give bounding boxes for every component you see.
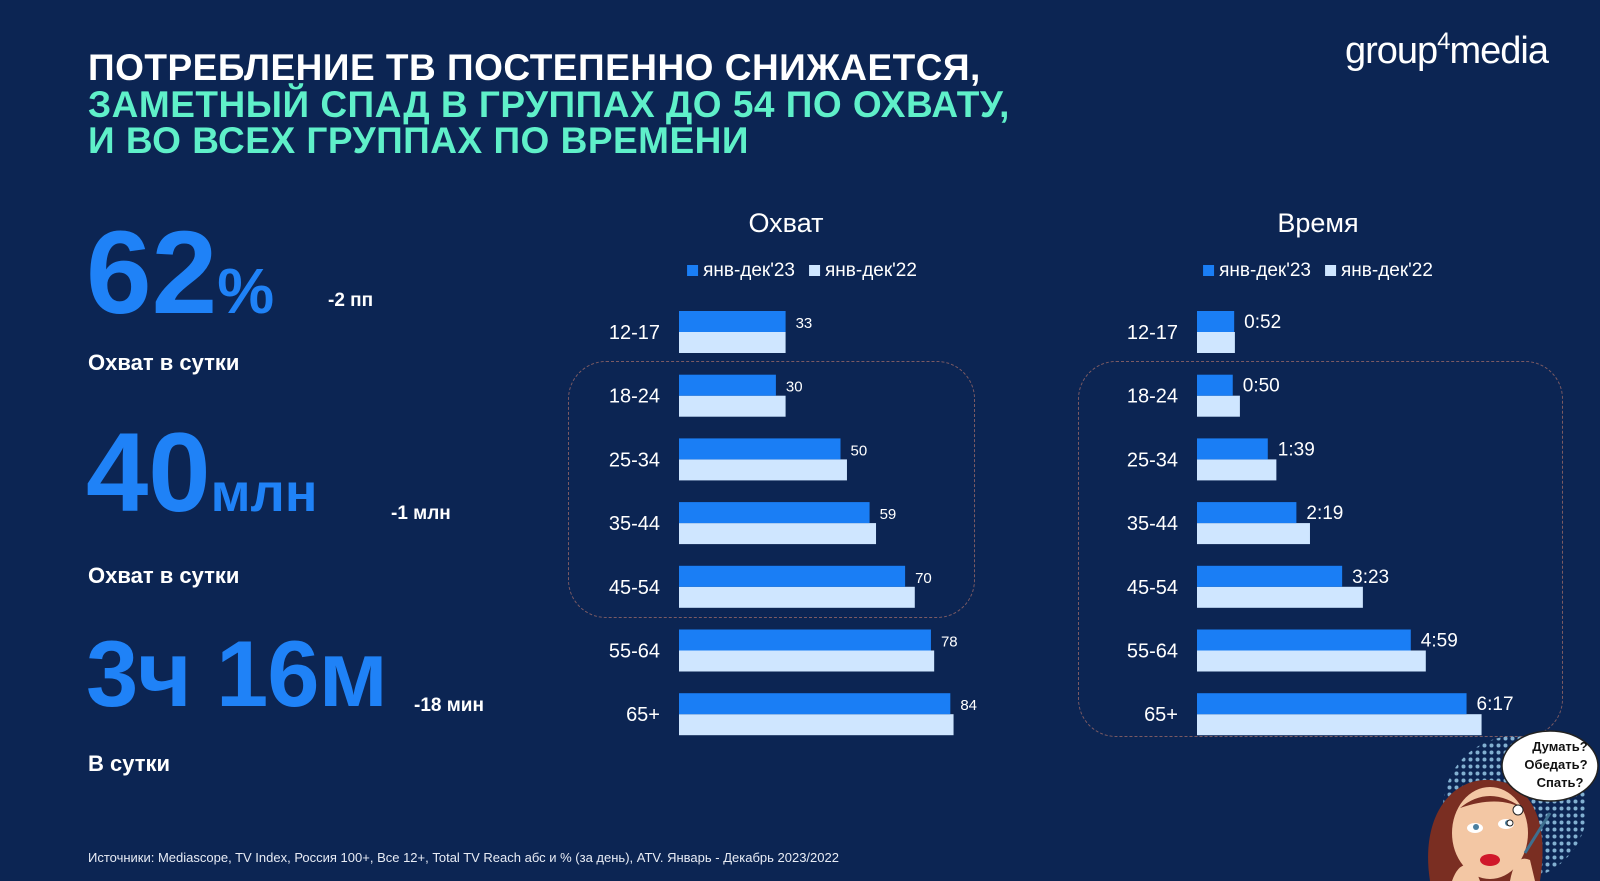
category-label: 65+ [1144,704,1178,726]
category-label: 55-64 [609,641,660,663]
data-label: 70 [915,570,932,587]
bar-2023 [679,629,931,651]
kpi-value: 62 [86,207,218,339]
bar-2022 [679,714,954,736]
legend-time: янв-дек'23 янв-дек'22 [1203,260,1433,282]
legend-item-2022: янв-дек'22 [809,260,917,282]
title-line-1: ПОТРЕБЛЕНИЕ ТВ ПОСТЕПЕННО СНИЖАЕТСЯ, [88,47,981,88]
legend-item-2023: янв-дек'23 [687,260,795,282]
category-label: 35-44 [1127,513,1178,535]
data-label: 3:23 [1352,567,1389,588]
bar-2022 [1197,459,1277,481]
bar-2023 [679,438,841,460]
bar-2023 [1197,629,1411,651]
bubble-line: Обедать? [1524,757,1587,772]
title-line-2: ЗАМЕТНЫЙ СПАД В ГРУППАХ ДО 54 ПО ОХВАТУ, [88,84,1010,125]
category-label: 35-44 [609,513,660,535]
kpi-value: 3ч 16м [86,621,388,726]
bar-2023 [679,374,776,396]
source-footnote: Источники: Mediascope, TV Index, Россия … [88,850,839,865]
kpi-label: Охват в сутки [88,350,240,375]
logo-end: media [1449,30,1549,72]
data-label: 1:39 [1278,439,1315,460]
bar-2023 [1197,502,1297,524]
data-label: 4:59 [1421,631,1458,652]
bar-2022 [1197,650,1426,672]
bar-2022 [679,395,786,417]
category-label: 65+ [626,704,660,726]
data-label: 2:19 [1306,503,1343,524]
data-label: 6:17 [1477,694,1514,715]
bar-2022 [1197,332,1235,353]
bar-2023 [679,311,786,332]
bar-2023 [1197,438,1268,460]
bar-2023 [679,693,951,715]
legend-label: янв-дек'22 [1341,260,1433,281]
highlight-box-reach [568,361,975,618]
title-line-3: И ВО ВСЕХ ГРУППАХ ПО ВРЕМЕНИ [88,120,749,161]
kpi-label: Охват в сутки [88,563,240,588]
data-label: 33 [796,315,813,332]
bar-2022 [679,650,935,672]
bar-2022 [679,523,877,545]
logo-num: 4 [1437,28,1450,55]
kpi-time: 3ч 16м [86,627,388,721]
bar-2023 [1197,311,1235,332]
category-label: 18-24 [1127,386,1178,408]
legend-label: янв-дек'23 [1219,260,1311,281]
legend-item-2023: янв-дек'23 [1203,260,1311,282]
kpi-reach-percent: 62% [86,214,274,332]
data-label: 59 [880,506,897,523]
data-label: 84 [960,697,977,714]
category-label: 18-24 [609,386,660,408]
category-label: 12-17 [1127,322,1178,344]
data-label: 0:52 [1244,312,1281,333]
bar-2022 [679,586,915,608]
legend-reach: янв-дек'23 янв-дек'22 [687,260,917,282]
kpi-unit: млн [210,463,318,523]
logo: group4media [1344,28,1549,73]
bubble-line: Думать? [1532,739,1588,754]
bubble-line: Спать? [1537,775,1584,790]
bar-2022 [1197,523,1310,545]
bar-2022 [679,332,786,353]
logo-main: group [1344,30,1438,72]
bar-2023 [1197,374,1233,396]
legend-label: янв-дек'23 [703,260,795,281]
kpi-value: 40 [86,410,211,535]
category-label: 55-64 [1127,641,1178,663]
data-label: 0:50 [1243,376,1280,397]
highlight-box-time [1078,361,1563,737]
kpi-delta: -18 мин [414,695,484,716]
kpi-delta: -1 млн [391,503,451,524]
kpi-unit: % [217,255,275,327]
data-label: 50 [851,442,868,459]
data-label: 30 [786,379,803,396]
cartoon-woman-illustration: Думать? Обедать? Спать? [1428,730,1599,881]
bar-2023 [1197,565,1343,587]
bar-2022 [679,459,847,481]
chart-title-time: Время [1277,208,1359,238]
kpi-delta: -2 пп [328,290,374,311]
data-label: 78 [941,634,958,651]
chart-reach: 12-17 33 18-24 30 25-34 50 35-44 59 45-54 70 55-64… [609,311,977,736]
chart-time: 12-17 0:52 18-24 0:50 25-34 1:39 35-44 2:19 45-5… [1127,311,1514,736]
kpi-reach-abs: 40млн [86,417,317,529]
category-label: 12-17 [609,322,660,344]
legend-item-2022: янв-дек'22 [1325,260,1433,282]
bar-2022 [1197,586,1363,608]
bar-2022 [1197,714,1482,736]
category-label: 45-54 [609,577,660,599]
bar-2023 [679,565,906,587]
bar-2023 [1197,693,1467,715]
category-label: 25-34 [609,449,660,471]
legend-label: янв-дек'22 [825,260,917,281]
category-label: 45-54 [1127,577,1178,599]
chart-title-reach: Охват [748,208,824,238]
bar-2022 [1197,395,1240,417]
bar-2023 [679,502,870,524]
kpi-label: В сутки [88,751,171,776]
category-label: 25-34 [1127,449,1178,471]
